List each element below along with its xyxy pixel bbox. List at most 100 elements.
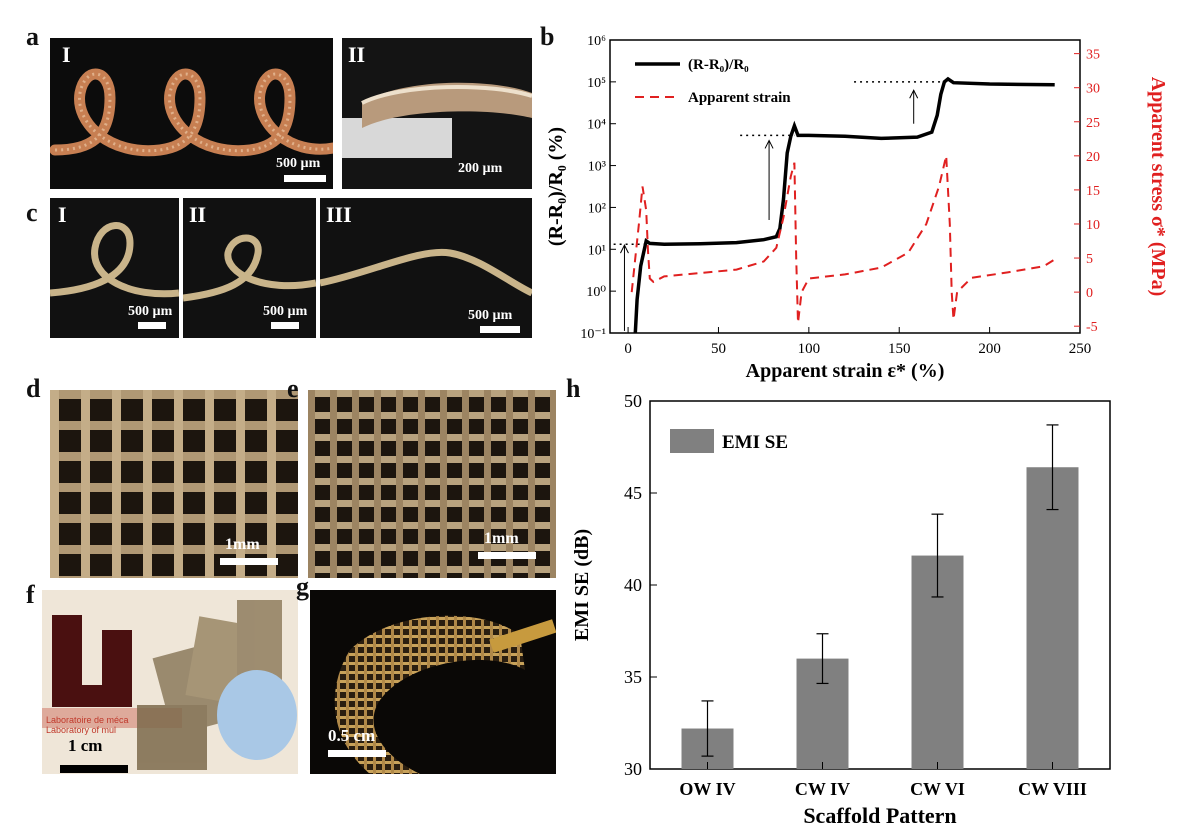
y-right-tick-label-b: 0	[1086, 286, 1093, 301]
y-left-axis-label-b: (R-R₀)/R₀ (%)	[545, 127, 567, 246]
scale-bar-f	[60, 765, 128, 773]
photo-d-mesh: 1mm	[50, 390, 298, 578]
y-right-tick-label-b: 35	[1086, 48, 1100, 63]
photo-c3: III 500 µm	[320, 198, 532, 338]
arrow-head-b	[909, 89, 919, 99]
scale-text-c1: 500 µm	[128, 304, 173, 319]
y-left-tick-label-b: 10²	[588, 201, 606, 216]
sub-label-c2: II	[189, 202, 207, 227]
x-tick-label-b: 50	[711, 341, 726, 357]
scale-text-a2: 200 µm	[458, 161, 503, 176]
sub-label-a1: I	[62, 42, 71, 67]
loop-image-c1	[50, 222, 179, 298]
rolled-mesh-image	[334, 615, 556, 774]
y-right-tick-label-b: 25	[1086, 116, 1100, 131]
scale-text-c3: 500 µm	[468, 308, 513, 323]
y-left-tick-label-b: 10⁶	[587, 34, 606, 49]
scale-text-e: 1mm	[484, 530, 519, 547]
y-right-axis-label-b: Apparent stress σ* (MPa)	[1147, 77, 1169, 297]
scale-bar-d	[220, 558, 278, 565]
closeup-image	[342, 82, 532, 158]
scale-text-f: 1 cm	[68, 736, 103, 755]
arrow-head-b	[764, 139, 774, 149]
x-tick-label-b: 150	[888, 341, 911, 357]
legend-label-h: EMI SE	[722, 432, 788, 453]
legend-swatch-h	[670, 429, 714, 453]
y-tick-label-h: 35	[624, 667, 642, 687]
sub-label-c3: III	[326, 202, 352, 227]
y-left-tick-label-b: 10⁴	[587, 118, 606, 133]
chart-b-resistance-strain: 0 50 100 150 200 25010⁻¹10⁰10¹10²10³10⁴10⁵10⁶…	[545, 34, 1169, 382]
legend-label-stress: Apparent strain	[688, 90, 791, 106]
panel-letter-a: a	[26, 22, 39, 51]
y-left-tick-label-b: 10⁰	[586, 285, 606, 300]
photo-c1: I 500 µm	[50, 198, 179, 338]
y-tick-label-h: 40	[624, 575, 642, 595]
panel-letter-b: b	[540, 22, 555, 51]
photo-g-rolled-mesh: 0.5 cm	[310, 590, 556, 774]
photo-e-mesh: 1mm	[308, 390, 556, 578]
scale-bar-a1	[284, 175, 326, 182]
sub-label-a2: II	[348, 42, 366, 67]
photo-c2: II 500 µm	[183, 198, 316, 338]
scale-bar-c3	[480, 326, 520, 333]
photo-a1-loops: I 500 µm	[50, 38, 333, 189]
photo-a2-closeup: II 200 µm	[342, 38, 532, 189]
straight-image-c3	[320, 248, 532, 297]
panel-letter-f: f	[26, 580, 35, 609]
y-right-tick-label-b: -5	[1086, 320, 1098, 335]
photo-f-scaffolds: Laboratoire de méca Laboratory of mul 1 …	[42, 590, 298, 774]
y-right-tick-label-b: 5	[1086, 252, 1093, 267]
sub-label-c1: I	[58, 202, 67, 227]
loop-image-c2	[183, 234, 316, 302]
scale-text-c2: 500 µm	[263, 304, 308, 319]
y-right-tick-label-b: 20	[1086, 150, 1100, 165]
scale-bar-g	[328, 750, 386, 757]
scale-bar-c1	[138, 322, 166, 329]
plot-frame-b	[609, 39, 1081, 334]
x-axis-label-h: Scaffold Pattern	[803, 803, 956, 828]
scaffold-samples-photo	[42, 590, 298, 774]
scale-bar-e	[478, 552, 536, 559]
x-tick-label-b: 100	[798, 341, 821, 357]
scale-bar-c2	[271, 322, 299, 329]
bar-cw-viii	[1026, 467, 1079, 769]
series-line-resistance	[633, 76, 1055, 334]
y-axis-label-h: EMI SE (dB)	[571, 529, 593, 641]
scale-text-a1: 500 µm	[276, 156, 321, 171]
x-tick-label-h: CW IV	[795, 779, 850, 799]
y-tick-label-h: 50	[624, 391, 642, 411]
arrow-head-b	[620, 243, 629, 254]
scale-text-d: 1mm	[225, 536, 260, 553]
panel-letter-c: c	[26, 198, 38, 227]
panel-letter-g: g	[296, 572, 309, 601]
panel-letter-d: d	[26, 374, 41, 403]
y-left-tick-label-b: 10³	[588, 160, 606, 175]
x-tick-label-b: 250	[1069, 341, 1092, 357]
y-left-tick-label-b: 10⁵	[587, 76, 606, 91]
sign-line-2: Laboratory of mul	[46, 725, 117, 735]
x-tick-label-h: OW IV	[679, 779, 735, 799]
x-tick-label-b: 200	[978, 341, 1001, 357]
x-tick-label-h: CW VIII	[1018, 779, 1087, 799]
y-tick-label-h: 45	[624, 483, 642, 503]
scale-text-g: 0.5 cm	[328, 726, 376, 745]
closed-weave-mesh	[308, 390, 556, 578]
y-right-tick-label-b: 15	[1086, 184, 1100, 199]
legend-label-resistance: (R-R₀)/R₀	[688, 57, 749, 73]
y-left-tick-label-b: 10¹	[588, 243, 606, 258]
x-tick-label-b: 0	[624, 341, 632, 357]
chart-h-emi-se: 30 35 40 45 50 OW IV CW IV CW VI CW VIII Scaffold…	[571, 391, 1111, 828]
panel-letter-h: h	[566, 374, 581, 403]
y-right-tick-label-b: 30	[1086, 82, 1100, 97]
x-tick-label-h: CW VI	[910, 779, 965, 799]
x-axis-label-b: Apparent strain ε* (%)	[746, 360, 945, 382]
open-weave-mesh	[50, 390, 298, 578]
y-left-tick-label-b: 10⁻¹	[580, 327, 606, 342]
coil-image	[50, 68, 333, 157]
y-right-tick-label-b: 10	[1086, 218, 1100, 233]
y-tick-label-h: 30	[624, 759, 642, 779]
panel-letter-e: e	[287, 374, 299, 403]
sign-line-1: Laboratoire de méca	[46, 715, 129, 725]
series-line-stress	[630, 155, 1056, 323]
